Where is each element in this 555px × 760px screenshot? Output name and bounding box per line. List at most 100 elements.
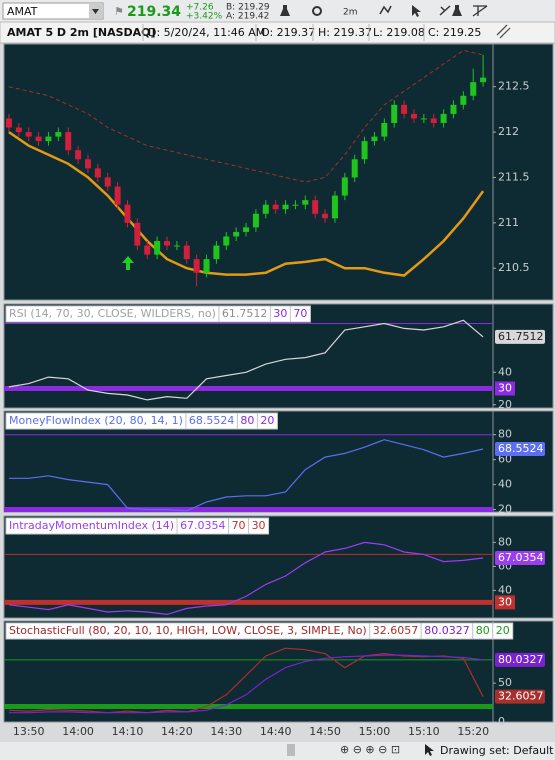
candle-body (450, 104, 457, 114)
y-tick-label: 211.5 (498, 170, 530, 183)
candle-body (75, 150, 82, 160)
candle-body (25, 132, 32, 137)
value-box-label: 68.5524 (498, 442, 544, 455)
scroll-handle[interactable] (287, 744, 295, 756)
candle-body (282, 204, 289, 210)
change-pct: +3.42% (186, 12, 223, 22)
y-tick-label: 80 (498, 535, 512, 548)
legend-item: MoneyFlowIndex (20, 80, 14, 1) (9, 414, 183, 427)
candle-body (114, 186, 121, 205)
series-line (8, 131, 485, 277)
candle-body (391, 104, 398, 123)
flask-icon[interactable] (452, 5, 462, 16)
status-bar (0, 742, 555, 760)
value-box-label: 61.7512 (498, 330, 544, 343)
candle-body (351, 159, 358, 178)
legend-item: 30 (273, 307, 287, 320)
y-tick-label: 20 (498, 398, 512, 411)
value-box (495, 652, 545, 667)
settings-icon[interactable] (312, 6, 322, 16)
x-tick-label: 14:20 (161, 725, 193, 738)
candle-body (371, 136, 378, 142)
candle-body (470, 82, 477, 96)
candle-body (420, 118, 427, 120)
value-box-label: 80.0327 (498, 653, 544, 666)
y-tick-label: 40 (498, 365, 512, 378)
candle-body (440, 113, 447, 123)
change: +7.26 (186, 3, 214, 13)
candle-body (104, 177, 111, 187)
series-line (8, 541, 484, 616)
bar-close: C: 219.25 (428, 26, 481, 39)
value-box (495, 689, 545, 704)
candle-body (233, 231, 240, 237)
y-tick-label: 211 (498, 216, 519, 229)
legend-item: 68.5524 (189, 414, 235, 427)
series-line (8, 49, 484, 183)
candle-body (480, 77, 487, 83)
cursor-icon[interactable] (412, 5, 421, 17)
candle-body (252, 213, 259, 228)
candle-body (243, 227, 250, 232)
bar-open: O: 219.37 (261, 26, 315, 39)
candle-body (183, 245, 190, 260)
legend-item: 70 (232, 519, 246, 532)
legend-item: 80 (240, 414, 254, 427)
candle-body (124, 204, 131, 223)
y-tick-label: 210.5 (498, 261, 530, 274)
candle-body (65, 132, 72, 151)
series-line (8, 654, 484, 714)
candle-body (460, 95, 467, 105)
x-tick-label: 14:30 (210, 725, 242, 738)
x-tick-label: 15:00 (359, 725, 391, 738)
toolbar-icons: 2m (280, 5, 488, 18)
drawing-icon[interactable] (439, 5, 451, 16)
y-tick-label: 20 (498, 503, 512, 516)
series-line (8, 439, 484, 512)
candle-body (430, 118, 437, 123)
legend-item: 67.0354 (180, 519, 226, 532)
interval[interactable]: 2m (343, 8, 358, 18)
value-box (495, 329, 545, 344)
legend-item: IntradayMomentumIndex (14) (9, 519, 174, 532)
x-tick-label: 14:50 (309, 725, 341, 738)
y-tick-label: 50 (498, 676, 512, 689)
candle-body (312, 200, 319, 214)
grid-icon[interactable] (472, 5, 488, 17)
candle-body (203, 259, 210, 273)
bar-low: L: 219.08 (373, 26, 425, 39)
collapse-icon[interactable] (496, 24, 511, 39)
candle-body (84, 159, 91, 169)
legend-item: 20 (260, 414, 274, 427)
x-tick-label: 13:50 (13, 725, 45, 738)
value-box (495, 441, 545, 456)
level-box (495, 381, 515, 396)
candle-body (361, 141, 368, 160)
bar-high: H: 219.37 (318, 26, 372, 39)
pointer-icon[interactable] (425, 744, 434, 756)
candle-body (45, 136, 52, 142)
y-tick-label: 212 (498, 125, 519, 138)
legend-cell (248, 517, 270, 535)
candle-body (262, 204, 269, 214)
zoom-icons[interactable]: ⊕ ⊖ ⊕ ⊖ ⊡ (340, 743, 400, 756)
style-icon[interactable] (379, 5, 392, 15)
y-tick-label: 40 (498, 583, 512, 596)
series-line (8, 319, 484, 401)
value-axis (492, 43, 554, 301)
candle-body (193, 259, 200, 273)
legend-item: 80.0327 (424, 624, 470, 637)
y-tick-label: 80 (498, 428, 512, 441)
candle-body (410, 113, 417, 119)
legend-item: 80 (476, 624, 490, 637)
candle-body (322, 213, 329, 219)
candle-body (144, 245, 151, 255)
toolbar (0, 0, 555, 22)
value-box (495, 550, 545, 565)
symbol-box[interactable] (2, 2, 104, 20)
x-tick-label: 14:10 (112, 725, 144, 738)
level-box (495, 595, 515, 610)
candle-body (302, 200, 309, 205)
symbol: AMAT (7, 5, 38, 18)
studies-icon[interactable] (280, 5, 290, 16)
